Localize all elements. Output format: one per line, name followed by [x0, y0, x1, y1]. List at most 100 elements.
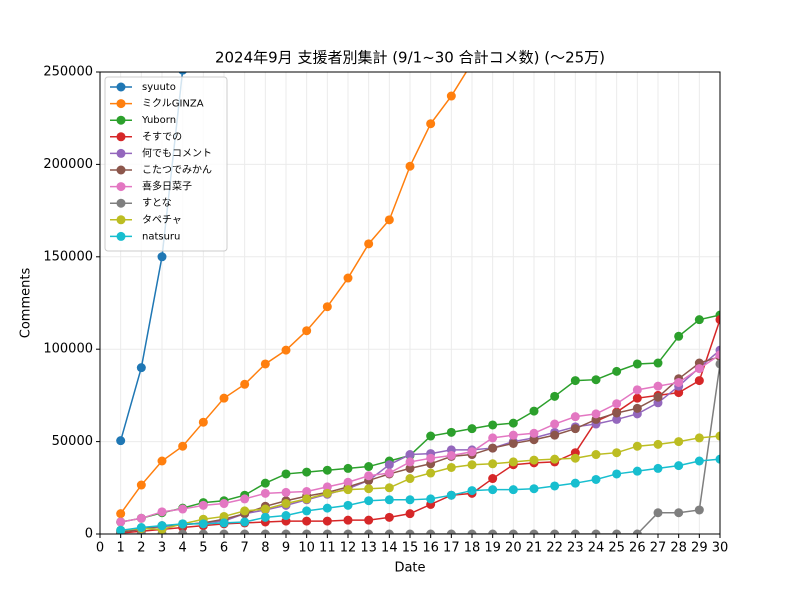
data-point [694, 364, 704, 374]
x-tick-label: 10 [298, 541, 315, 556]
data-point [281, 499, 291, 509]
data-point [550, 419, 560, 429]
data-point [116, 525, 126, 534]
data-point [632, 403, 642, 413]
data-point [591, 409, 601, 419]
x-tick-label: 26 [629, 541, 646, 556]
data-point [653, 392, 663, 402]
data-point [302, 516, 312, 526]
data-point [426, 119, 436, 129]
x-tick-label: 0 [96, 541, 104, 556]
ticks: 0 1 2 3 4 5 6 7 8 9 10 11 12 13 14 15 16 17 18 19 20 21 22 23 24… [43, 65, 728, 556]
x-tick-label: 23 [567, 541, 584, 556]
x-tick-label: 12 [340, 541, 357, 556]
data-point [281, 487, 291, 497]
data-point [343, 515, 353, 525]
data-point [405, 161, 415, 171]
data-point [157, 521, 167, 531]
data-point [405, 495, 415, 505]
data-point [405, 450, 415, 460]
data-point [653, 381, 663, 391]
data-point [157, 456, 167, 466]
data-point [529, 406, 539, 416]
data-point [343, 477, 353, 487]
data-point [136, 363, 146, 373]
x-tick-label: 25 [608, 541, 625, 556]
x-tick-label: 15 [402, 541, 419, 556]
data-point [632, 529, 642, 534]
data-point [529, 435, 539, 445]
data-point [674, 508, 684, 518]
legend-label: 喜多日菜子 [142, 180, 192, 193]
x-tick-label: 7 [241, 541, 249, 556]
data-point [674, 388, 684, 398]
legend-label: syuuto [142, 82, 176, 93]
data-point [302, 326, 312, 336]
data-point [343, 529, 353, 534]
data-point [198, 519, 208, 529]
data-point [488, 474, 498, 484]
data-point [322, 465, 332, 475]
legend-label: 何でもコメント [142, 146, 212, 159]
data-point [550, 481, 560, 491]
data-point [281, 511, 291, 521]
data-point [612, 399, 622, 409]
data-point [240, 506, 250, 516]
legend-label: こたつでみかん [142, 164, 212, 176]
data-point [405, 474, 415, 484]
data-point [529, 428, 539, 438]
data-point [467, 486, 477, 496]
data-point [591, 474, 601, 484]
data-point [116, 517, 126, 527]
legend-label: タペチャ [142, 214, 182, 226]
data-point [550, 391, 560, 401]
data-point [467, 460, 477, 470]
x-tick-label: 5 [199, 541, 207, 556]
legend-frame [104, 76, 228, 252]
data-point [467, 447, 477, 457]
data-point [219, 529, 229, 534]
x-tick-label: 1 [117, 541, 125, 556]
data-point [302, 506, 312, 516]
x-tick-label: 28 [670, 541, 687, 556]
x-tick-label: 11 [319, 541, 336, 556]
legend-marker [116, 132, 126, 142]
data-point [240, 494, 250, 504]
x-tick-label: 19 [484, 541, 501, 556]
data-point [364, 496, 374, 506]
data-point [260, 504, 270, 514]
data-point [446, 450, 456, 460]
x-axis-label: Date [394, 561, 425, 576]
data-point [322, 529, 332, 534]
x-tick-label: 16 [422, 541, 439, 556]
data-point [550, 529, 560, 534]
data-point [302, 529, 312, 534]
data-point [426, 529, 436, 534]
data-point [632, 385, 642, 395]
data-point [240, 379, 250, 389]
legend-marker [116, 115, 126, 125]
data-point [426, 431, 436, 441]
data-point [508, 418, 518, 428]
data-point [467, 529, 477, 534]
data-point [508, 529, 518, 534]
data-point [529, 529, 539, 534]
data-point [364, 471, 374, 481]
y-tick-label: 0 [85, 527, 93, 542]
data-point [488, 420, 498, 430]
data-point [322, 516, 332, 526]
data-point [591, 375, 601, 385]
data-point [570, 529, 580, 534]
x-tick-label: 21 [526, 541, 543, 556]
data-point [488, 433, 498, 443]
data-point [715, 431, 720, 441]
data-point [302, 486, 312, 496]
data-point [178, 529, 188, 534]
data-point [570, 412, 580, 422]
x-tick-label: 22 [546, 541, 563, 556]
y-tick-label: 150000 [43, 249, 93, 264]
data-point [405, 457, 415, 467]
legend-marker [116, 215, 126, 225]
data-point [343, 485, 353, 495]
x-tick-label: 6 [220, 541, 228, 556]
